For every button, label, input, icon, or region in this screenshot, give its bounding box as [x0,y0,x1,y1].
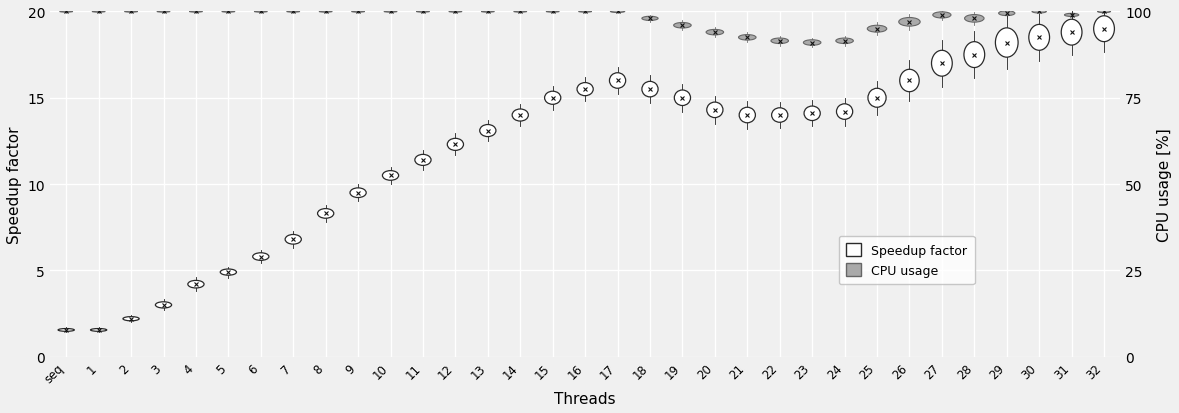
Ellipse shape [641,82,658,97]
Ellipse shape [836,39,854,45]
Ellipse shape [610,74,626,89]
Ellipse shape [868,89,887,108]
Ellipse shape [512,110,528,122]
Ellipse shape [999,12,1015,17]
Ellipse shape [803,40,821,46]
Ellipse shape [125,12,138,13]
Ellipse shape [674,91,691,106]
Ellipse shape [384,12,397,13]
Ellipse shape [123,317,139,321]
Ellipse shape [350,188,367,198]
Ellipse shape [222,12,235,13]
Ellipse shape [190,12,203,13]
Ellipse shape [382,171,399,181]
Ellipse shape [415,155,432,166]
Ellipse shape [804,107,821,121]
Ellipse shape [480,125,496,137]
Ellipse shape [1029,25,1049,51]
Ellipse shape [449,12,462,13]
Ellipse shape [92,12,105,13]
Ellipse shape [60,12,73,13]
X-axis label: Threads: Threads [554,391,615,406]
Ellipse shape [577,83,593,97]
Ellipse shape [771,39,789,45]
Ellipse shape [868,26,887,33]
Ellipse shape [1061,20,1082,46]
Ellipse shape [900,70,920,93]
Ellipse shape [157,12,170,13]
Ellipse shape [706,103,723,118]
Ellipse shape [771,109,788,123]
Ellipse shape [1094,17,1114,43]
Ellipse shape [285,235,302,244]
Ellipse shape [1065,14,1079,17]
Ellipse shape [320,12,332,13]
Ellipse shape [611,12,625,14]
Ellipse shape [1098,11,1111,14]
Ellipse shape [252,253,269,261]
Ellipse shape [255,12,268,13]
Y-axis label: CPU usage [%]: CPU usage [%] [1157,128,1172,241]
Ellipse shape [706,30,724,36]
Ellipse shape [220,269,237,275]
Ellipse shape [156,302,172,308]
Ellipse shape [579,12,592,13]
Ellipse shape [964,16,984,23]
Y-axis label: Speedup factor: Speedup factor [7,126,22,243]
Ellipse shape [481,12,494,13]
Ellipse shape [351,12,364,13]
Ellipse shape [738,36,756,41]
Ellipse shape [898,19,920,27]
Ellipse shape [187,281,204,288]
Ellipse shape [673,24,691,29]
Legend: Speedup factor, CPU usage: Speedup factor, CPU usage [839,236,975,285]
Ellipse shape [995,29,1019,58]
Ellipse shape [91,329,107,332]
Ellipse shape [514,12,527,13]
Ellipse shape [416,12,429,13]
Ellipse shape [317,209,334,219]
Ellipse shape [546,12,559,13]
Ellipse shape [447,139,463,151]
Ellipse shape [739,108,756,123]
Ellipse shape [933,13,951,19]
Ellipse shape [836,104,852,120]
Ellipse shape [58,329,74,332]
Ellipse shape [545,92,561,105]
Ellipse shape [931,51,953,77]
Ellipse shape [286,12,299,13]
Ellipse shape [964,43,984,69]
Ellipse shape [1032,11,1046,14]
Ellipse shape [641,17,658,21]
